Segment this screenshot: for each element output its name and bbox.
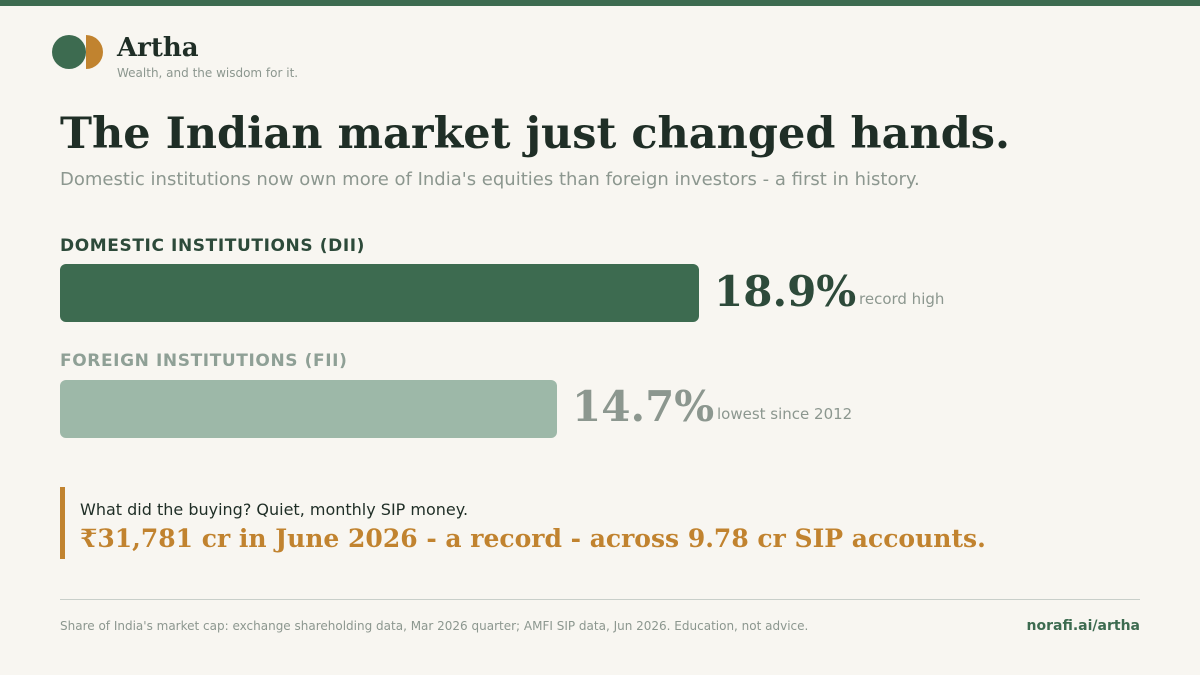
- annotation-fii: lowest since 2012: [717, 405, 853, 423]
- callout-question: What did the buying? Quiet, monthly SIP …: [80, 500, 469, 519]
- page-title: The Indian market just changed hands.: [60, 109, 1010, 159]
- bar-dii: [60, 264, 699, 322]
- footer-divider: [60, 599, 1140, 600]
- top-accent-bar: [0, 0, 1200, 6]
- footer-source-note: Share of India's market cap: exchange sh…: [60, 619, 809, 633]
- page-subtitle: Domestic institutions now own more of In…: [60, 169, 920, 190]
- callout-answer: ₹31,781 cr in June 2026 - a record - acr…: [80, 524, 986, 553]
- logo-half-circle-gold: [86, 35, 103, 69]
- callout-accent-rule: [60, 487, 65, 559]
- brand-tagline: Wealth, and the wisdom for it.: [117, 66, 299, 80]
- bar-label-dii: DOMESTIC INSTITUTIONS (DII): [60, 236, 366, 256]
- value-label-fii: 14.7%: [572, 382, 715, 431]
- value-label-dii: 18.9%: [714, 267, 857, 316]
- logo-circle-green: [52, 35, 86, 69]
- footer-link[interactable]: norafi.ai/artha: [1026, 618, 1140, 634]
- artha-logo: [52, 35, 104, 69]
- bar-fii: [60, 380, 557, 438]
- annotation-dii: record high: [859, 290, 945, 308]
- bar-label-fii: FOREIGN INSTITUTIONS (FII): [60, 351, 348, 371]
- brand-name: Artha: [117, 33, 199, 63]
